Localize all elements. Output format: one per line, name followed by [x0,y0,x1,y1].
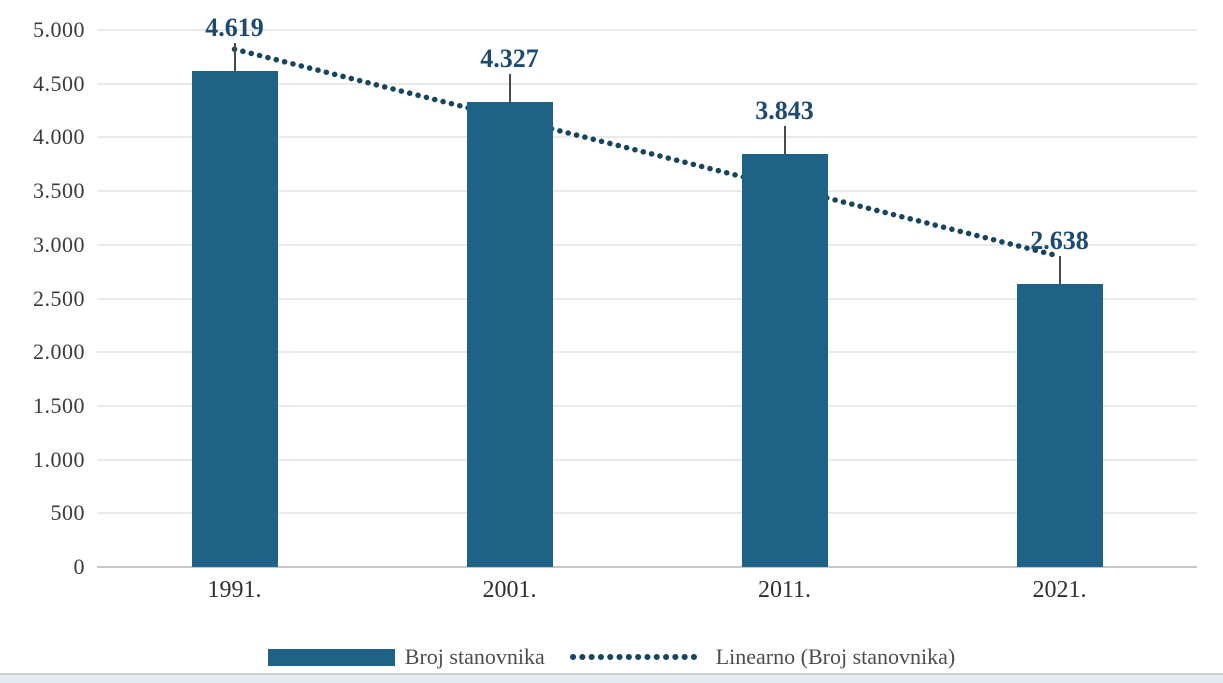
chart-legend: Broj stanovnika Linearno (Broj stanovnik… [0,644,1223,670]
x-axis-tick-label: 2011. [757,577,812,603]
y-axis-tick-label: 2.000 [33,339,85,365]
gridline [97,351,1197,354]
gridline [97,136,1197,139]
bar [1016,283,1103,567]
bar-value-label: 3.843 [755,96,814,126]
bar-value-label: 4.619 [205,12,264,42]
bar [191,70,278,567]
window-bottom-edge [0,673,1223,683]
gridline [97,243,1197,246]
x-axis-tick-label: 1991. [207,577,262,603]
data-label-leader-line [783,126,786,155]
gridline [97,404,1197,407]
y-axis-tick-label: 4.000 [33,124,85,150]
legend-label: Broj stanovnika [404,644,545,669]
gridline [97,297,1197,300]
gridline [97,29,1197,31]
y-axis-tick-label: 4.500 [33,70,85,96]
y-axis-tick-label: 1.500 [33,392,85,418]
legend-item-linearno: Linearno (Broj stanovnika) [569,644,956,670]
data-label-leader-line [233,42,236,71]
bar-value-label: 2.638 [1030,225,1089,255]
dotted-line-swatch [569,654,705,660]
gridline [97,512,1197,515]
y-axis-tick-label: 500 [50,500,85,526]
y-axis-tick-label: 0 [73,554,85,579]
legend-item-broj-stanovnika: Broj stanovnika [267,644,545,670]
gridline [97,82,1197,85]
gridline [97,566,1197,568]
y-axis-tick-label: 3.500 [33,178,85,204]
data-label-leader-line [1058,255,1061,284]
trendline [231,46,1063,260]
gridline [97,190,1197,193]
legend-label: Linearno (Broj stanovnika) [715,644,956,669]
y-axis-tick-label: 3.000 [33,231,85,257]
data-label-leader-line [508,74,511,103]
bar [741,154,828,567]
x-axis-tick-label: 2001. [482,577,537,603]
y-axis-tick-label: 2.500 [33,285,85,311]
x-axis-tick-label: 2021. [1032,577,1087,603]
gridline [97,458,1197,461]
bar-series-swatch [267,648,395,666]
bar [466,102,553,567]
y-axis-tick-label: 5.000 [33,17,85,42]
y-axis-tick-label: 1.000 [33,446,85,472]
bar-value-label: 4.327 [480,44,539,74]
